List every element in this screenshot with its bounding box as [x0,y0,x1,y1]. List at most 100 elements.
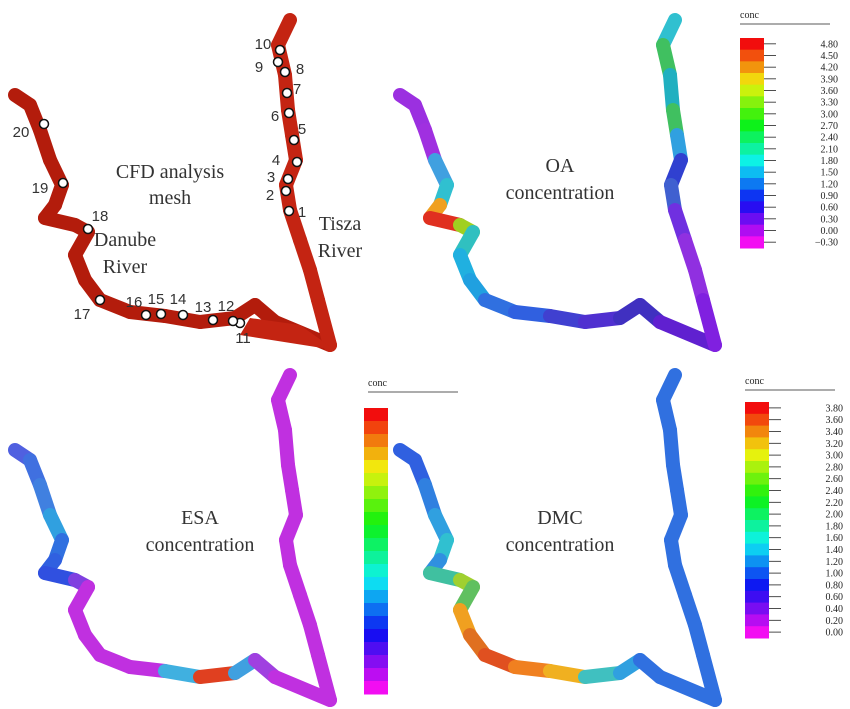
station-marker [276,46,285,55]
station-marker [293,158,302,167]
station-label: 13 [195,299,212,316]
colorbar-band [364,668,388,682]
colorbar-band [364,681,388,695]
colorbar-band [740,155,764,167]
station-label: 9 [255,59,263,76]
colorbar-label: 2.60 [826,474,844,485]
colorbar-band [740,190,764,202]
colorbar-band [364,577,388,591]
colorbar-band [745,555,769,567]
colorbar-label: 3.20 [826,439,844,450]
colorbar-label: 1.50 [821,168,839,179]
colorbar-band [364,655,388,669]
panel-label: CFD analysis [116,161,225,183]
colorbar-label: 3.90 [821,74,839,85]
colorbar-label: 4.80 [821,39,839,50]
colorbar-label: 1.60 [826,533,844,544]
colorbar-band [740,96,764,108]
panel-label: concentration [506,182,615,204]
station-marker [209,316,218,325]
colorbar-label: 0.20 [826,616,844,627]
colorbar-band [745,603,769,615]
colorbar-band [364,603,388,617]
station-label: 7 [293,81,301,98]
colorbar-band [364,629,388,643]
station-label: 17 [74,306,91,323]
colorbar-band [364,590,388,604]
colorbar-band [364,460,388,474]
station-label: 10 [255,36,272,53]
colorbar-band [740,61,764,73]
colorbar-band [745,414,769,426]
colorbar-label: 0.60 [821,203,839,214]
colorbar-band [740,236,764,248]
panel-label: OA [546,155,575,177]
station-marker [285,207,294,216]
colorbar-band [364,642,388,656]
station-label: 8 [296,61,304,78]
station-marker [157,310,166,319]
colorbar-band [745,591,769,603]
colorbar-band [745,567,769,579]
station-label: 5 [298,121,306,138]
station-label: 3 [267,169,275,186]
colorbar-label: 3.40 [826,427,844,438]
station-label: 19 [32,180,49,197]
colorbar-label: 1.80 [826,521,844,532]
colorbar-band [745,461,769,473]
station-marker [284,175,293,184]
colorbar-band [745,508,769,520]
colorbar-label: 3.80 [826,403,844,414]
colorbar-label: 3.60 [826,415,844,426]
colorbar-band [740,178,764,190]
colorbar-label: 1.20 [821,179,839,190]
colorbar-band [745,449,769,461]
station-label: 12 [218,298,235,315]
colorbar-label: 0.30 [821,214,839,225]
colorbar-label: 2.20 [826,498,844,509]
station-marker [285,109,294,118]
colorbar-band [364,512,388,526]
colorbar-label: 4.50 [821,51,839,62]
station-marker [179,311,188,320]
station-marker [229,317,238,326]
colorbar-band [745,402,769,414]
colorbar-band [745,473,769,485]
colorbar-title: conc [740,10,759,21]
station-marker [96,296,105,305]
colorbar-label: 0.90 [821,191,839,202]
colorbar-band [740,85,764,97]
station-label: 15 [148,291,165,308]
colorbar-band [364,447,388,461]
colorbar-band [740,108,764,120]
colorbar-band [740,50,764,62]
colorbar-label: 0.60 [826,592,844,603]
colorbar-band [364,473,388,487]
colorbar-band [745,485,769,497]
colorbar-label: 3.30 [821,98,839,109]
panel-label: Danube [94,229,156,251]
station-marker [282,187,291,196]
panel-label: concentration [146,534,255,556]
station-marker [59,179,68,188]
panel-label: River [103,256,148,278]
colorbar-band [364,408,388,422]
station-label: 1 [298,204,306,221]
station-marker [84,225,93,234]
colorbar-label: 1.40 [826,545,844,556]
station-label: 14 [170,291,187,308]
colorbar-label: 0.40 [826,604,844,615]
colorbar-band [364,564,388,578]
colorbar-band [745,520,769,532]
station-marker [40,120,49,129]
colorbar-label: 2.70 [821,121,839,132]
panel-label: concentration [506,534,615,556]
station-marker [283,89,292,98]
colorbar-band [745,626,769,638]
colorbar-label: 0.80 [826,580,844,591]
colorbar-band [745,544,769,556]
station-label: 16 [126,294,143,311]
colorbar-label: 2.40 [821,133,839,144]
colorbar-band [745,426,769,438]
colorbar-band [740,73,764,85]
